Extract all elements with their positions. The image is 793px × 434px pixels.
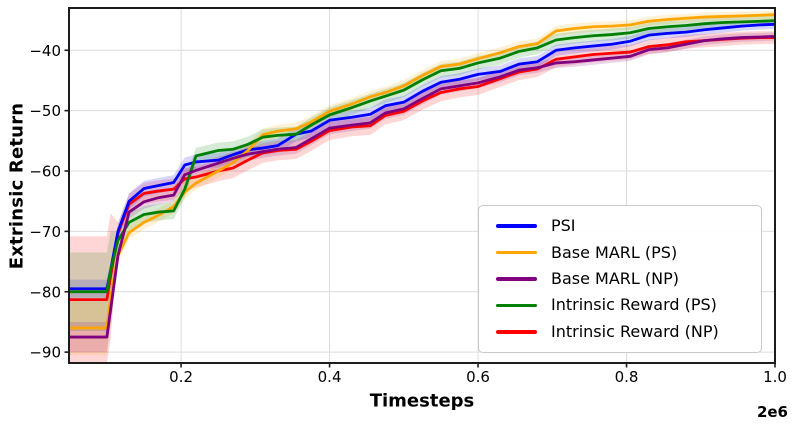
axes-spines: [68, 7, 776, 364]
y-tick-label: −50: [29, 102, 61, 120]
legend-item: Intrinsic Reward (NP): [496, 321, 757, 341]
legend-line-swatch: [496, 329, 537, 334]
x-tick-label: 0.2: [169, 368, 193, 386]
x-axis-label: Timesteps: [369, 390, 475, 412]
legend-label: Base MARL (PS): [551, 242, 678, 262]
y-tick-label: −80: [29, 283, 61, 301]
x-axis-offset-label: 2e6: [756, 403, 788, 421]
psi-line: [69, 22, 775, 291]
legend-item: Intrinsic Reward (PS): [496, 297, 757, 313]
y-axis-label: Extrinsic Return: [6, 102, 28, 270]
legend-line-swatch: [496, 250, 537, 255]
x-tick-label: 1.0: [763, 368, 787, 386]
y-tick-label: −60: [29, 163, 61, 181]
legend-line-swatch: [496, 303, 537, 308]
legend-item: Base MARL (PS): [496, 242, 757, 262]
base-marl-np-line: [69, 34, 775, 339]
x-tick-label: 0.4: [318, 368, 342, 386]
intrinsic-reward-ps-line: [69, 19, 775, 294]
legend-label: Intrinsic Reward (PS): [551, 295, 717, 315]
legend-line-swatch: [496, 224, 537, 228]
psi-band: [69, 19, 775, 298]
legend: PSI Base MARL (PS) Base MARL (NP) Intrinsic…: [478, 205, 762, 353]
y-tick-label: −40: [29, 42, 61, 60]
base-marl-ps-line: [69, 13, 775, 330]
x-tick-label: 0.8: [615, 368, 639, 386]
y-tick-label: −70: [29, 223, 61, 241]
legend-line-swatch: [496, 277, 537, 281]
intrinsic-reward-np-line: [69, 36, 775, 302]
legend-label: PSI: [551, 216, 576, 236]
x-tick-label: 0.6: [466, 368, 490, 386]
legend-label: Intrinsic Reward (NP): [551, 321, 719, 341]
legend-item: PSI: [496, 218, 757, 234]
base-marl-np-band: [69, 32, 775, 353]
y-tick-label: −90: [29, 344, 61, 362]
legend-label: Base MARL (NP): [551, 268, 680, 288]
legend-item: Base MARL (NP): [496, 268, 757, 288]
